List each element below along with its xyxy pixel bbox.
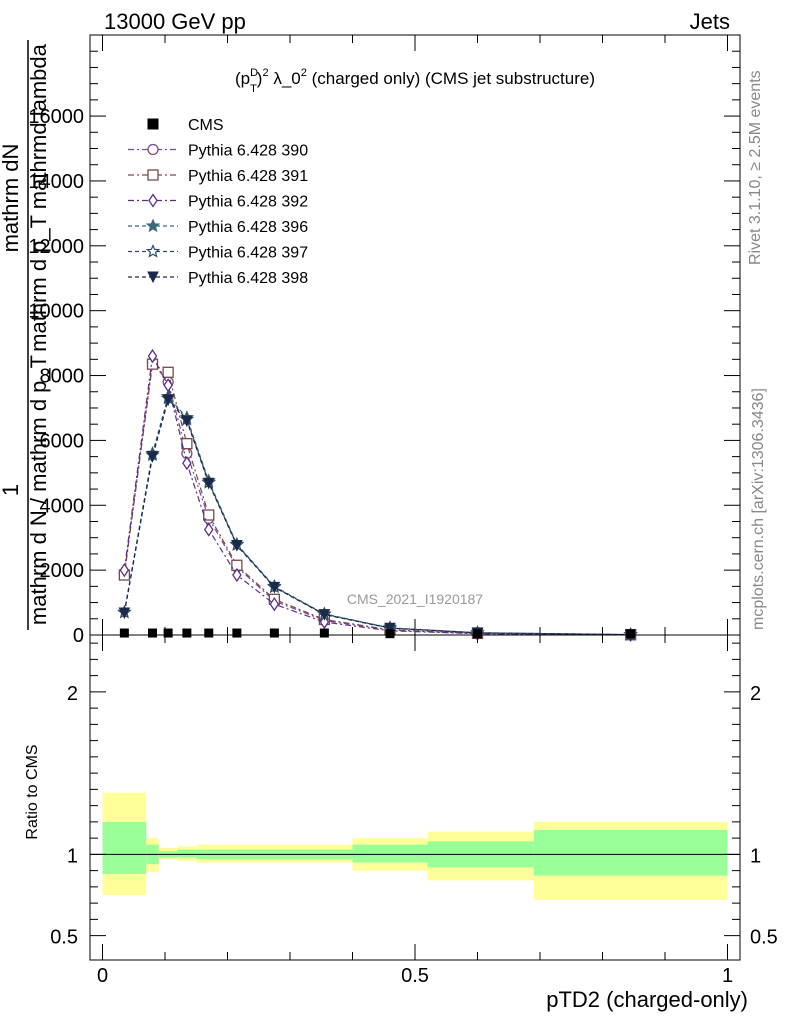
- x-tick-label: 1: [722, 965, 733, 987]
- ratio-panel: 0.5 0.51 12 2 0 0.5 1 Ratio to CMS pTD2 (char…: [24, 634, 778, 1012]
- main-y-tick-label: 6000: [40, 430, 85, 452]
- main-y-tick-label: 16000: [28, 106, 84, 128]
- legend-label: CMS: [188, 117, 224, 134]
- series-5-point: [231, 539, 243, 552]
- cms-data-point: [182, 628, 192, 638]
- rivet-label: Rivet 3.1.10, ≥ 2.5M events: [747, 70, 764, 265]
- series-5-point: [181, 415, 193, 428]
- legend-label: Pythia 6.428 392: [188, 194, 308, 211]
- legend-label: Pythia 6.428 391: [188, 168, 308, 185]
- series-2-point: [269, 597, 280, 612]
- y-label-one: 1: [0, 484, 23, 496]
- main-y-label: mathrm dN mathrm d p_T mathrmd lambda 1 …: [0, 40, 51, 630]
- series-5-point: [118, 607, 131, 620]
- ratio-y-tick-label: 1: [67, 845, 78, 867]
- x-tick-label: 0.5: [401, 965, 429, 987]
- ratio-y-tick-label-right: 1: [750, 845, 761, 867]
- ratio-y-tick-label-right: 2: [750, 683, 761, 705]
- legend-marker: [145, 218, 161, 233]
- legend-marker: [147, 169, 159, 181]
- cms-data-point: [204, 628, 214, 638]
- legend-label: Pythia 6.428 397: [188, 245, 308, 262]
- analysis-watermark: CMS_2021_I1920187: [347, 591, 483, 607]
- legend-label: Pythia 6.428 396: [188, 219, 308, 236]
- legend-marker: [147, 271, 159, 284]
- series-2-point: [232, 567, 242, 583]
- mcplots-label: mcplots.cern.ch [arXiv:1306.3436]: [750, 388, 767, 630]
- main-panel: 0 2000 4000 6000 8000 10000 12000 14000 16000 (p…: [0, 34, 741, 647]
- band-inner: [352, 844, 428, 863]
- header-right: Jets: [690, 9, 730, 34]
- legend: CMS Pythia 6.428 390 Pythia 6.428 391 Pythi…: [128, 117, 308, 287]
- series-2-point: [182, 455, 192, 471]
- ratio-x-ticks: 0 0.5 1: [97, 635, 733, 987]
- cms-data-point: [119, 628, 129, 638]
- uncertainty-bands: [102, 792, 728, 900]
- band-inner: [177, 849, 197, 858]
- x-tick-label: 0: [97, 965, 108, 987]
- legend-marker: [147, 143, 159, 156]
- cms-data-point: [163, 628, 173, 638]
- series-5-point: [202, 477, 215, 490]
- series-5-point: [162, 394, 174, 406]
- cms-data-point: [269, 628, 279, 638]
- series-5-point: [268, 581, 281, 594]
- ratio-y-tick-label-right: 0.5: [750, 927, 778, 949]
- y-label-numerator: mathrm dN: [0, 144, 23, 253]
- band-inner: [102, 821, 147, 874]
- series-2-point: [319, 614, 330, 630]
- series-2-point: [119, 562, 130, 578]
- series-layer: [117, 348, 638, 642]
- main-y-tick-label: 12000: [28, 236, 84, 258]
- main-y-tick-label: 10000: [28, 301, 84, 323]
- main-y-tick-label: 8000: [40, 366, 85, 388]
- ratio-y-tick-label: 0.5: [50, 927, 78, 949]
- x-axis-label: pTD2 (charged-only): [546, 987, 748, 1012]
- legend-label: Pythia 6.428 398: [188, 270, 308, 287]
- series-2-point: [147, 348, 158, 364]
- legend-label: Pythia 6.428 390: [188, 143, 308, 160]
- cms-data-point: [385, 629, 395, 639]
- main-y-tick-label: 2000: [40, 560, 85, 582]
- series-5-point: [384, 622, 396, 635]
- ratio-y-ticks: 0.5 0.5 1 1 2 2: [50, 642, 778, 949]
- series-5-point: [146, 451, 159, 463]
- cms-data-point: [319, 628, 329, 638]
- legend-marker: [147, 118, 159, 130]
- ratio-y-tick-label: 2: [67, 683, 78, 705]
- cms-data-point: [232, 628, 242, 638]
- header-left: 13000 GeV pp: [104, 9, 246, 34]
- ratio-y-label: Ratio to CMS: [24, 744, 41, 839]
- main-y-ticks: 0 2000 4000 6000 8000 10000 12000 14000 16000: [28, 50, 740, 647]
- y-label-denominator-2: mathrm d N / mathrm d p_T: [26, 355, 51, 625]
- main-y-tick-label: 14000: [28, 171, 84, 193]
- band-inner: [533, 830, 728, 876]
- main-y-tick-label: 4000: [40, 495, 85, 517]
- plot-title: (pD T)2 λ_02 (charged only) (CMS jet subs…: [235, 67, 595, 95]
- y-label-denominator: mathrm d p_T mathrmd lambda: [26, 43, 51, 351]
- series-1-point: [162, 366, 174, 378]
- ratio-panel-frame: [89, 634, 741, 961]
- series-2-point: [203, 522, 214, 537]
- series-5-point: [318, 609, 331, 621]
- legend-marker: [148, 193, 158, 208]
- cms-data-point: [626, 629, 636, 639]
- legend-marker: [145, 243, 161, 258]
- cms-data-point: [148, 628, 157, 638]
- main-y-tick-label: 0: [73, 625, 84, 647]
